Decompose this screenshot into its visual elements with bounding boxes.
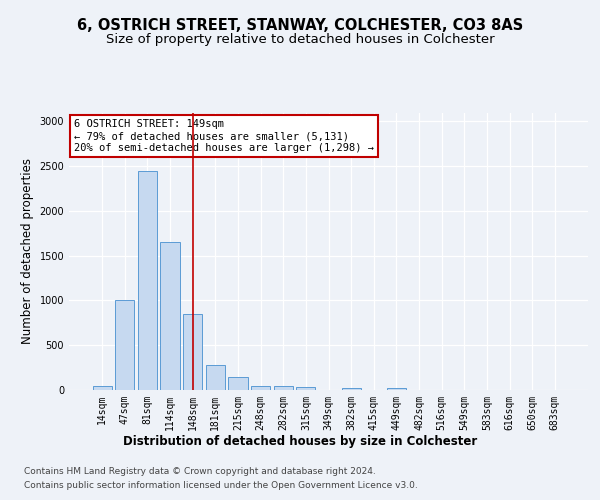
- Bar: [92, 386, 112, 390]
- Bar: [206, 365, 225, 390]
- Bar: [229, 376, 248, 390]
- Text: Size of property relative to detached houses in Colchester: Size of property relative to detached ho…: [106, 32, 494, 46]
- Bar: [296, 388, 316, 390]
- Bar: [251, 386, 270, 390]
- Bar: [160, 242, 180, 390]
- Text: Contains public sector information licensed under the Open Government Licence v3: Contains public sector information licen…: [24, 481, 418, 490]
- Text: 6, OSTRICH STREET, STANWAY, COLCHESTER, CO3 8AS: 6, OSTRICH STREET, STANWAY, COLCHESTER, …: [77, 18, 523, 32]
- Y-axis label: Number of detached properties: Number of detached properties: [21, 158, 34, 344]
- Bar: [183, 314, 202, 390]
- Text: Distribution of detached houses by size in Colchester: Distribution of detached houses by size …: [123, 435, 477, 448]
- Bar: [115, 300, 134, 390]
- Bar: [341, 388, 361, 390]
- Text: 6 OSTRICH STREET: 149sqm
← 79% of detached houses are smaller (5,131)
20% of sem: 6 OSTRICH STREET: 149sqm ← 79% of detach…: [74, 120, 374, 152]
- Bar: [387, 388, 406, 390]
- Bar: [138, 170, 157, 390]
- Text: Contains HM Land Registry data © Crown copyright and database right 2024.: Contains HM Land Registry data © Crown c…: [24, 468, 376, 476]
- Bar: [274, 386, 293, 390]
